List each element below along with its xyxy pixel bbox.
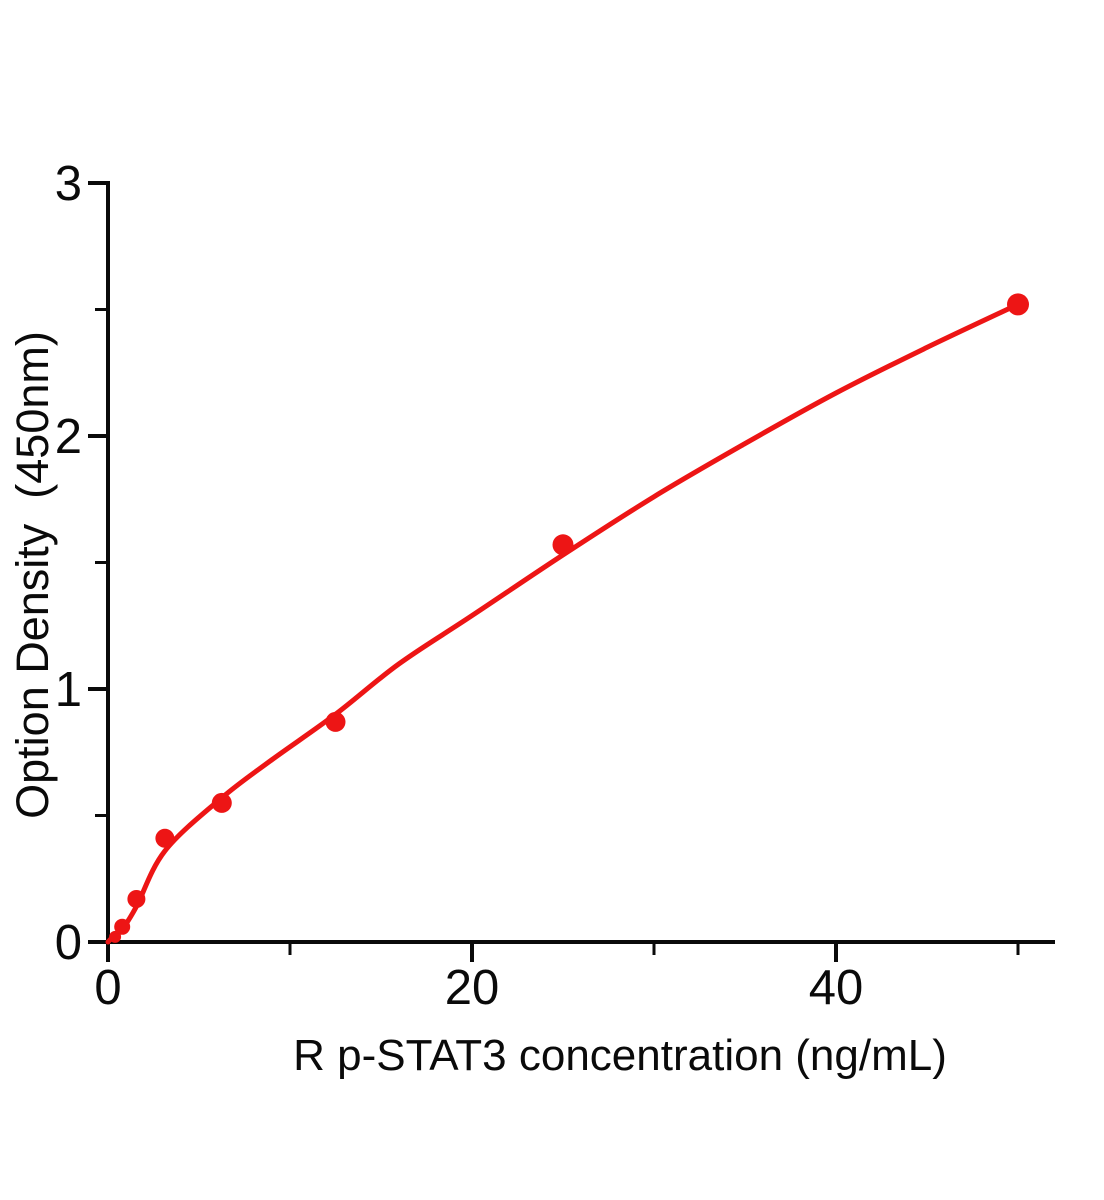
axis-ticks [88, 181, 1020, 962]
data-point [109, 930, 122, 943]
x-tick-label: 40 [809, 961, 864, 1015]
y-tick-label: 3 [55, 157, 82, 211]
x-axis-title: R p-STAT3 concentration (ng/mL) [293, 1031, 947, 1080]
data-point [114, 918, 131, 935]
x-tick-label: 0 [94, 961, 121, 1015]
data-point [325, 711, 346, 732]
data-point [552, 534, 574, 556]
y-tick-label: 0 [55, 916, 82, 970]
y-tick-label: 2 [55, 410, 82, 464]
y-tick-label: 1 [55, 663, 82, 717]
axis-tick-labels: 0 20 40 0 1 2 3 [55, 157, 864, 1015]
y-axis-title: Option Density (450nm) [7, 331, 58, 819]
data-point [1007, 293, 1029, 316]
x-tick-label: 20 [445, 961, 500, 1015]
data-point [127, 890, 146, 908]
data-point [155, 828, 175, 848]
data-point [211, 792, 232, 813]
fit-curve-line [105, 301, 1021, 945]
data-points [109, 293, 1029, 943]
